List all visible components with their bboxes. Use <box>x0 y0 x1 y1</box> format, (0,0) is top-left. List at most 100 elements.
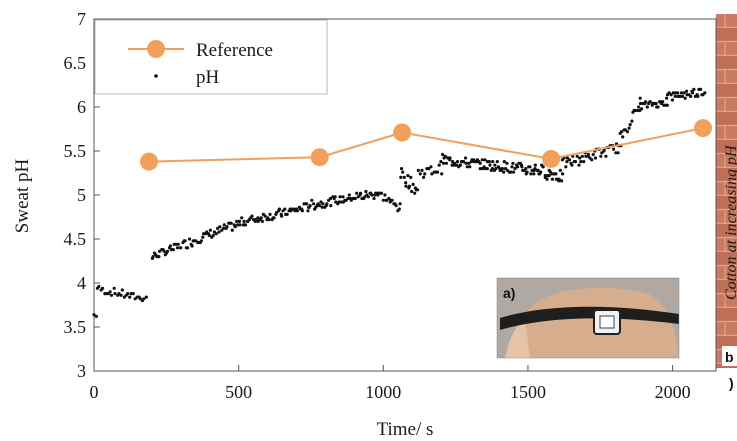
ph-point <box>463 156 468 160</box>
ph-point <box>441 152 445 157</box>
ph-point <box>260 219 264 223</box>
legend-reference-label: Reference <box>196 40 273 61</box>
legend: Reference pH <box>94 19 328 95</box>
ph-point <box>579 160 583 164</box>
ph-point <box>387 196 391 201</box>
ph-point <box>131 292 135 296</box>
ph-point <box>312 202 316 206</box>
ph-point <box>305 202 309 206</box>
ph-point <box>394 204 398 208</box>
ph-point <box>505 161 509 165</box>
ph-point <box>703 91 707 95</box>
ph-point <box>520 165 524 169</box>
ph-point <box>590 158 594 162</box>
ph-point <box>221 226 225 230</box>
brick-strip <box>716 14 737 368</box>
ph-point <box>218 225 222 229</box>
ph-point <box>638 101 643 106</box>
legend-ph-marker <box>154 74 158 78</box>
ph-point <box>678 94 682 98</box>
ph-point <box>545 177 549 181</box>
ph-point <box>138 297 142 301</box>
ph-point <box>411 182 415 186</box>
ph-point <box>179 246 183 250</box>
ph-point <box>328 196 333 201</box>
ph-point <box>329 204 333 208</box>
ph-point <box>465 165 469 169</box>
ph-point <box>455 160 460 164</box>
reference-point <box>694 119 712 138</box>
ph-point <box>591 152 595 157</box>
panel-label-b: b <box>725 349 734 365</box>
y-tick-label: 7 <box>77 9 86 29</box>
x-axis: 0 500 1000 1500 2000 <box>90 365 691 402</box>
reference-point <box>310 148 329 167</box>
ph-point <box>502 160 506 164</box>
ph-point <box>645 105 649 109</box>
x-tick-label: 0 <box>90 382 99 402</box>
ph-point <box>513 167 517 171</box>
y-tick-label: 6 <box>77 97 86 117</box>
ph-point <box>561 172 565 176</box>
ph-point <box>416 168 420 172</box>
ph-point <box>320 205 324 209</box>
ph-point <box>101 286 105 290</box>
ph-point <box>250 214 254 218</box>
ph-point <box>97 284 101 289</box>
ph-point <box>379 191 384 195</box>
ph-point <box>458 163 462 167</box>
ph-point <box>366 195 370 199</box>
ph-point <box>582 160 586 164</box>
ph-point <box>144 295 148 299</box>
inset-strap <box>500 306 679 330</box>
ph-point <box>478 161 482 165</box>
ph-point <box>580 154 585 158</box>
ph-point <box>689 94 693 98</box>
ph-point <box>280 214 284 218</box>
ph-point <box>268 212 272 216</box>
ph-point <box>529 172 533 176</box>
ph-point <box>399 167 404 171</box>
ph-point <box>532 172 536 176</box>
label-b-bg <box>722 346 737 366</box>
ph-point <box>621 135 625 139</box>
ph-point <box>644 100 648 104</box>
ph-point <box>243 223 248 227</box>
inset-sensor-window <box>599 315 615 329</box>
ph-point <box>267 218 271 222</box>
ph-point <box>338 195 342 199</box>
ph-point <box>502 170 506 174</box>
ph-point <box>290 207 294 211</box>
ph-point <box>437 163 441 167</box>
ph-point <box>372 196 376 201</box>
ph-point <box>462 160 466 164</box>
ph-point <box>410 189 414 194</box>
ph-point <box>238 223 242 227</box>
ph-point <box>229 221 233 225</box>
ph-point <box>550 177 555 181</box>
ph-point <box>488 163 492 167</box>
ph-point <box>142 297 146 301</box>
inset-skin <box>505 287 679 358</box>
ph-point <box>577 163 581 167</box>
ph-point <box>237 219 242 223</box>
ph-point <box>128 295 132 299</box>
ph-point <box>691 91 695 95</box>
inset-frame <box>496 277 680 359</box>
ph-point <box>528 165 532 169</box>
ph-point <box>240 216 244 220</box>
ph-point <box>183 239 187 243</box>
ph-point <box>558 168 563 172</box>
ph-point <box>673 91 677 95</box>
ph-point <box>536 168 540 172</box>
ph-point <box>564 165 568 169</box>
ph-point <box>259 216 263 220</box>
ph-point <box>415 188 420 192</box>
ph-point <box>682 91 686 95</box>
ph-point <box>495 160 499 164</box>
ph-point <box>171 248 175 252</box>
ph-point <box>533 167 537 171</box>
legend-box <box>94 19 328 95</box>
x-tick-label: 1000 <box>365 382 401 402</box>
ph-point <box>187 237 192 241</box>
